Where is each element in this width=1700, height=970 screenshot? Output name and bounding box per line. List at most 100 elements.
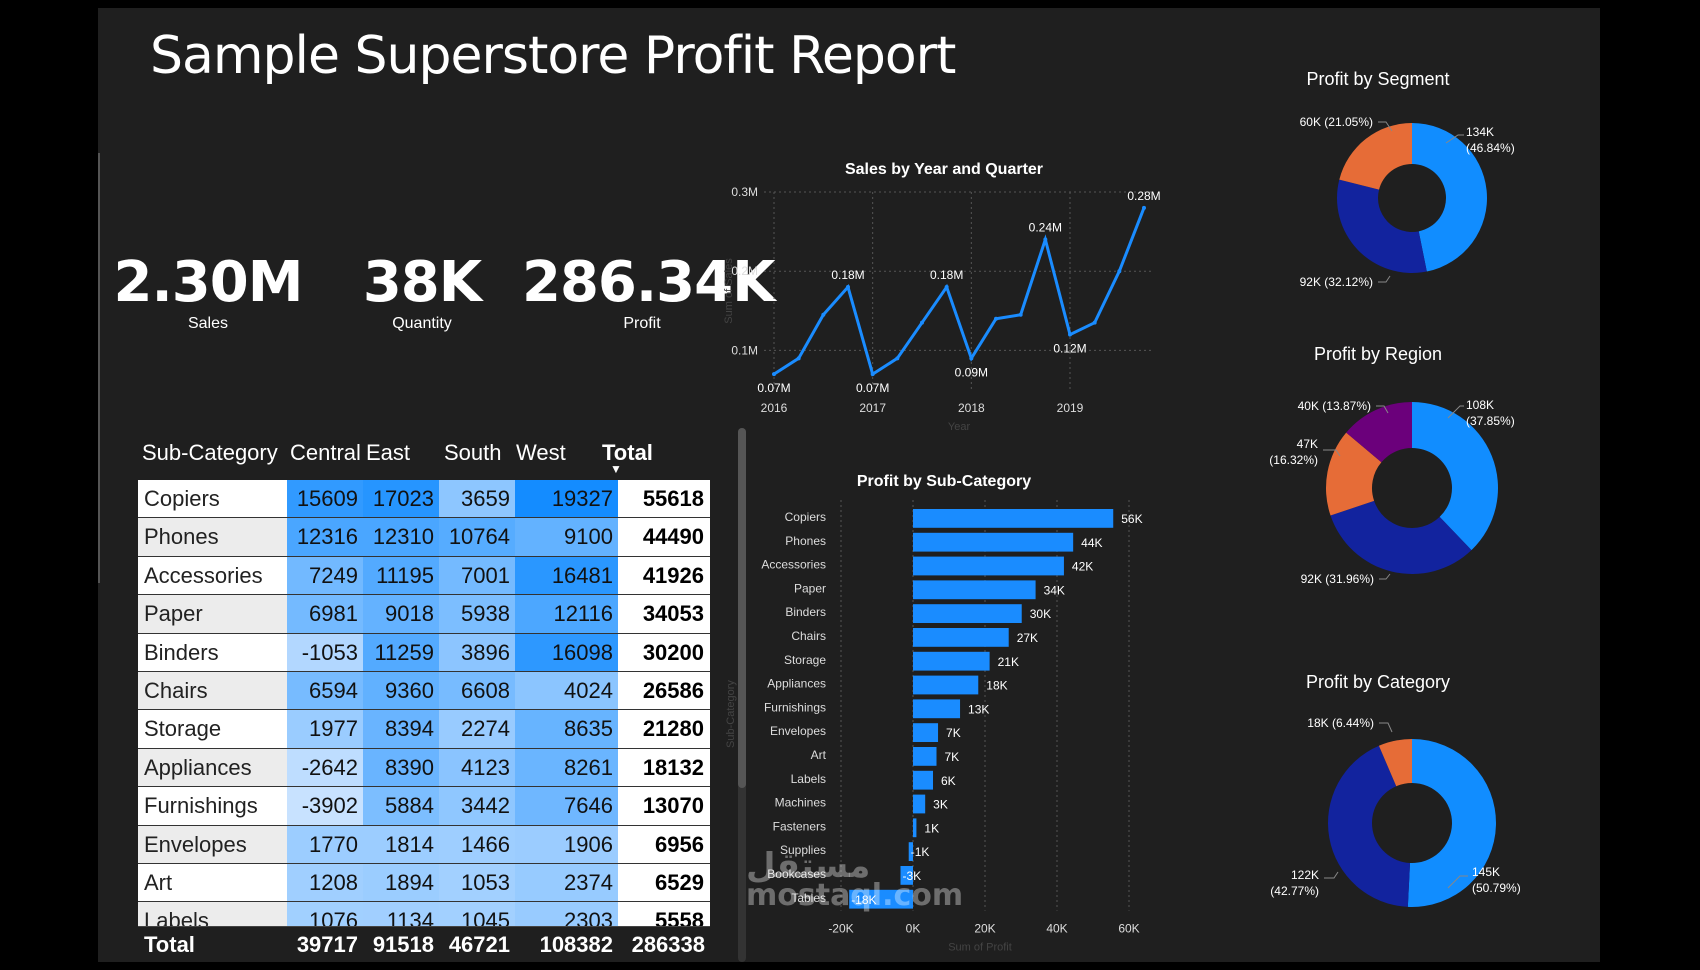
table-row[interactable]: Storage 1977 8394 2274 8635 21280 xyxy=(138,710,710,749)
cell-value: 12310 xyxy=(363,518,439,556)
donut-slice-label: (50.79%) xyxy=(1472,881,1521,895)
watermark-arabic: مستقل xyxy=(746,846,871,886)
donut-slice-label: 122K xyxy=(1291,868,1319,882)
cell-value: 1466 xyxy=(439,825,515,863)
profit-bar[interactable] xyxy=(913,818,917,838)
table-row[interactable]: Appliances -2642 8390 4123 8261 18132 xyxy=(138,748,710,788)
table-row[interactable]: Chairs 6594 9360 6608 4024 26586 xyxy=(138,671,710,711)
region-donut-chart[interactable]: Profit by Region 108K (37.85%) 92K (31.96%)… xyxy=(1178,338,1578,598)
donut-slice[interactable] xyxy=(1337,179,1427,273)
matrix-header-east[interactable]: East xyxy=(366,440,411,465)
row-total: 6529 xyxy=(618,863,710,902)
table-row[interactable]: Binders -1053 11259 3896 16098 30200 xyxy=(138,633,710,672)
profit-bar[interactable] xyxy=(913,556,1064,576)
table-row[interactable]: Art 1208 1894 1053 2374 6529 xyxy=(138,863,710,903)
table-row[interactable]: Envelopes 1770 1814 1466 1906 6956 xyxy=(138,825,710,864)
profit-bar[interactable] xyxy=(913,675,979,695)
matrix-header-total[interactable]: Total xyxy=(602,440,653,465)
profit-bar[interactable] xyxy=(913,509,1114,528)
donut-slice-label: 60K (21.05%) xyxy=(1300,115,1373,129)
sales-line-chart[interactable]: Sales by Year and Quarter 0.1M 0.2M 0.3M 201… xyxy=(714,158,1174,448)
sales-point[interactable] xyxy=(1142,205,1146,210)
sales-point[interactable] xyxy=(846,285,850,290)
x-tick-label: 40K xyxy=(1046,922,1067,936)
leader-line xyxy=(1376,405,1389,414)
sales-series-line[interactable] xyxy=(773,207,1146,377)
x-tick-label: 60K xyxy=(1118,922,1139,936)
category-donut-chart[interactable]: Profit by Category 145K (50.79%) 122K (42.77… xyxy=(1178,666,1578,916)
sales-point[interactable] xyxy=(1068,332,1072,337)
sales-point[interactable] xyxy=(796,356,801,361)
profit-bar[interactable] xyxy=(913,723,939,742)
donut-slice[interactable] xyxy=(1346,402,1412,463)
donut-slice[interactable] xyxy=(1378,739,1412,787)
donut-slice[interactable] xyxy=(1330,500,1472,574)
profit-bar[interactable] xyxy=(849,889,913,909)
table-row[interactable]: Furnishings -3902 5884 3442 7646 13070 xyxy=(138,787,710,826)
leader-line xyxy=(1447,875,1468,889)
kpi-quantity-card[interactable]: 38K Quantity xyxy=(312,250,532,333)
profit-bar[interactable] xyxy=(913,628,1009,647)
matrix-header-west[interactable]: West xyxy=(516,440,566,465)
donut-slice[interactable] xyxy=(1412,123,1487,272)
matrix-header-central[interactable]: Central xyxy=(290,440,361,465)
profit-bar[interactable] xyxy=(913,794,926,814)
profit-bar-chart[interactable]: Profit by Sub-Category -20K 0K 20K 40K 60K Sum… xyxy=(714,464,1174,962)
cell-value: 6594 xyxy=(287,671,363,710)
profit-bar[interactable] xyxy=(913,747,937,766)
row-total: 55618 xyxy=(618,480,710,518)
donut-slice[interactable] xyxy=(1407,739,1496,907)
cell-value: 19327 xyxy=(515,480,618,518)
sales-point[interactable] xyxy=(969,356,974,361)
x-tick-label: 2019 xyxy=(1057,401,1084,415)
matrix-scrollbar-thumb[interactable] xyxy=(738,428,746,788)
bar-data-label: 34K xyxy=(1044,583,1065,597)
category-label: Labels xyxy=(791,772,826,786)
sales-point[interactable] xyxy=(895,356,900,361)
profit-bar[interactable] xyxy=(913,699,961,719)
donut-slice-label: 47K xyxy=(1297,437,1318,451)
sales-data-label: 0.18M xyxy=(930,268,963,282)
profit-bar[interactable] xyxy=(913,770,934,790)
sales-point[interactable] xyxy=(1092,320,1097,325)
sales-point[interactable] xyxy=(1117,269,1122,274)
donut-slice[interactable] xyxy=(1326,432,1382,516)
cell-value: 8635 xyxy=(515,710,618,748)
sales-point[interactable] xyxy=(821,312,826,317)
donut-slice-label: (37.85%) xyxy=(1466,414,1515,428)
sales-point[interactable] xyxy=(772,372,776,377)
profit-matrix[interactable]: Sub-Category Central East South West Tot… xyxy=(138,428,710,962)
donut-slice[interactable] xyxy=(1328,745,1411,907)
table-row[interactable]: Copiers 15609 17023 3659 19327 55618 xyxy=(138,480,710,519)
segment-donut-chart[interactable]: Profit by Segment 134K (46.84%) 92K (32.12%… xyxy=(1178,63,1578,303)
profit-bar[interactable] xyxy=(913,604,1022,623)
profit-bar[interactable] xyxy=(908,842,913,861)
sales-point[interactable] xyxy=(1043,237,1048,242)
donut-slice[interactable] xyxy=(1412,402,1498,551)
matrix-header-subcategory[interactable]: Sub-Category xyxy=(142,440,278,465)
y-axis-label: Sub-Category xyxy=(725,680,737,748)
donut-slice[interactable] xyxy=(1339,123,1412,190)
kpi-profit-card[interactable]: 286.34K Profit xyxy=(522,250,776,333)
sales-point[interactable] xyxy=(920,320,924,325)
sales-point[interactable] xyxy=(944,285,949,290)
profit-bar[interactable] xyxy=(913,651,990,671)
profit-bar[interactable] xyxy=(900,866,913,885)
cell-value: 16481 xyxy=(515,556,618,595)
matrix-header-south[interactable]: South xyxy=(444,440,502,465)
table-row[interactable]: Paper 6981 9018 5938 12116 34053 xyxy=(138,595,710,634)
profit-bar[interactable] xyxy=(913,580,1036,600)
x-tick-label: 0K xyxy=(906,922,921,936)
sales-point[interactable] xyxy=(1018,312,1023,317)
line-chart-title: Sales by Year and Quarter xyxy=(845,161,1043,178)
donut-title: Profit by Category xyxy=(1306,672,1450,692)
profit-bar[interactable] xyxy=(913,532,1074,552)
cell-value: 7646 xyxy=(515,787,618,825)
sales-point[interactable] xyxy=(870,372,875,377)
sales-point[interactable] xyxy=(994,316,998,321)
kpi-sales-card[interactable]: 2.30M Sales xyxy=(98,250,318,333)
row-subcategory: Appliances xyxy=(138,748,287,787)
sort-desc-icon[interactable]: ▼ xyxy=(610,462,622,476)
table-row[interactable]: Phones 12316 12310 10764 9100 44490 xyxy=(138,518,710,557)
table-row[interactable]: Accessories 7249 11195 7001 16481 41926 xyxy=(138,556,710,596)
